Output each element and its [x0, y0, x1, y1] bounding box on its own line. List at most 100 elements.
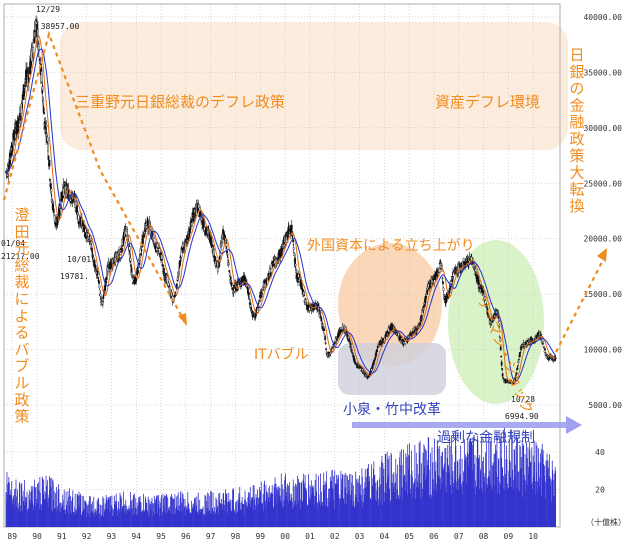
- candle-body: [474, 269, 477, 272]
- price-tick-label: 5000.00: [588, 401, 622, 410]
- candle-body: [90, 241, 93, 244]
- candle-body: [442, 287, 445, 291]
- candle-body: [324, 336, 327, 341]
- candle-body: [90, 247, 93, 252]
- candle-body: [514, 376, 517, 379]
- x-tick-label: 05: [404, 532, 414, 541]
- peak-date-label: 12/29: [36, 5, 60, 14]
- candle-body: [499, 338, 502, 342]
- policy-turn-label: 日銀の金融政策大転換: [569, 46, 584, 215]
- x-tick-label: 93: [107, 532, 117, 541]
- x-tick-label: 07: [454, 532, 464, 541]
- candle-body: [53, 214, 56, 216]
- bottom-value-label: 6994.90: [505, 412, 539, 421]
- candle-body: [217, 266, 220, 269]
- candle-body: [145, 225, 148, 229]
- candle-body: [515, 372, 518, 375]
- candle-body: [147, 225, 150, 227]
- candle-body: [59, 208, 62, 211]
- bottom-date-label: 10/28: [511, 395, 535, 404]
- candle-body: [32, 47, 35, 54]
- candle-body: [323, 328, 326, 332]
- candle-body: [284, 242, 287, 245]
- candle-body: [501, 368, 504, 371]
- candle-body: [191, 222, 193, 226]
- candle-body: [546, 354, 549, 356]
- candle-body: [136, 266, 139, 274]
- candle-body: [542, 343, 545, 345]
- candle-body: [292, 239, 295, 243]
- candle-body: [153, 243, 156, 245]
- candle-body: [131, 274, 134, 276]
- candle-body: [441, 277, 444, 280]
- candle-body: [102, 295, 105, 299]
- x-tick-label: 01: [305, 532, 315, 541]
- candle-body: [47, 155, 50, 160]
- volume-tick-label: 40: [595, 448, 605, 457]
- start-date-label: 01/04: [1, 239, 25, 248]
- lehman-region: [448, 240, 544, 404]
- x-tick-label: 89: [7, 532, 17, 541]
- candle-body: [198, 214, 201, 218]
- candle-body: [175, 283, 178, 290]
- miyeno-policy-label: 三重野元日銀総裁のデフレ政策: [75, 93, 285, 111]
- candle-body: [149, 227, 152, 230]
- candle-body: [419, 322, 422, 325]
- candle-body: [370, 368, 373, 372]
- x-tick-label: 90: [32, 532, 42, 541]
- candle-body: [527, 344, 530, 346]
- candle-body: [450, 281, 453, 284]
- candle-body: [443, 293, 445, 297]
- candle-body: [451, 279, 454, 282]
- volume-unit-label: （十億株）: [586, 517, 626, 527]
- candle-body: [101, 301, 104, 305]
- candle-body: [45, 133, 47, 137]
- candle-body: [350, 344, 352, 347]
- candle-body: [35, 19, 37, 22]
- candle-body: [320, 317, 323, 322]
- reform-region: [338, 343, 446, 395]
- candle-body: [228, 272, 231, 277]
- candle-body: [399, 336, 402, 338]
- candle-body: [98, 285, 101, 289]
- candle-body: [290, 224, 293, 229]
- price-tick-label: 25000.00: [583, 179, 622, 188]
- candle-body: [220, 243, 223, 246]
- candle-body: [189, 227, 192, 234]
- candle-body: [448, 287, 451, 293]
- candle-body: [501, 373, 504, 377]
- candle-body: [192, 217, 195, 222]
- bubble-down-arrowhead: [178, 313, 187, 326]
- candle-body: [373, 362, 376, 364]
- candle-body: [53, 215, 56, 222]
- candle-body: [391, 325, 394, 328]
- candle-body: [497, 319, 500, 323]
- candle-body: [499, 346, 502, 351]
- candle-body: [126, 229, 129, 232]
- x-tick-label: 97: [206, 532, 216, 541]
- candle-body: [350, 350, 353, 352]
- candle-body: [142, 237, 145, 239]
- candle-body: [155, 250, 158, 252]
- x-tick-label: 06: [429, 532, 439, 541]
- candle-body: [121, 247, 123, 252]
- volume-tick-label: 20: [595, 486, 605, 495]
- moving-average-short: [5, 34, 556, 383]
- candle-body: [246, 287, 249, 294]
- candle-body: [236, 281, 239, 284]
- candle-body: [445, 299, 448, 301]
- candle-body: [440, 263, 442, 266]
- x-tick-label: 04: [380, 532, 390, 541]
- candle-body: [249, 304, 252, 308]
- price-tick-label: 10000.00: [583, 346, 622, 355]
- reform-arrowhead: [566, 416, 582, 434]
- candle-body: [340, 327, 342, 330]
- candle-body: [45, 124, 48, 127]
- candle-body: [294, 257, 297, 267]
- candle-body: [178, 267, 181, 272]
- low91-date-label: 10/01: [67, 255, 91, 264]
- candle-body: [325, 348, 328, 351]
- candle-body: [232, 291, 235, 293]
- candle-body: [99, 293, 102, 297]
